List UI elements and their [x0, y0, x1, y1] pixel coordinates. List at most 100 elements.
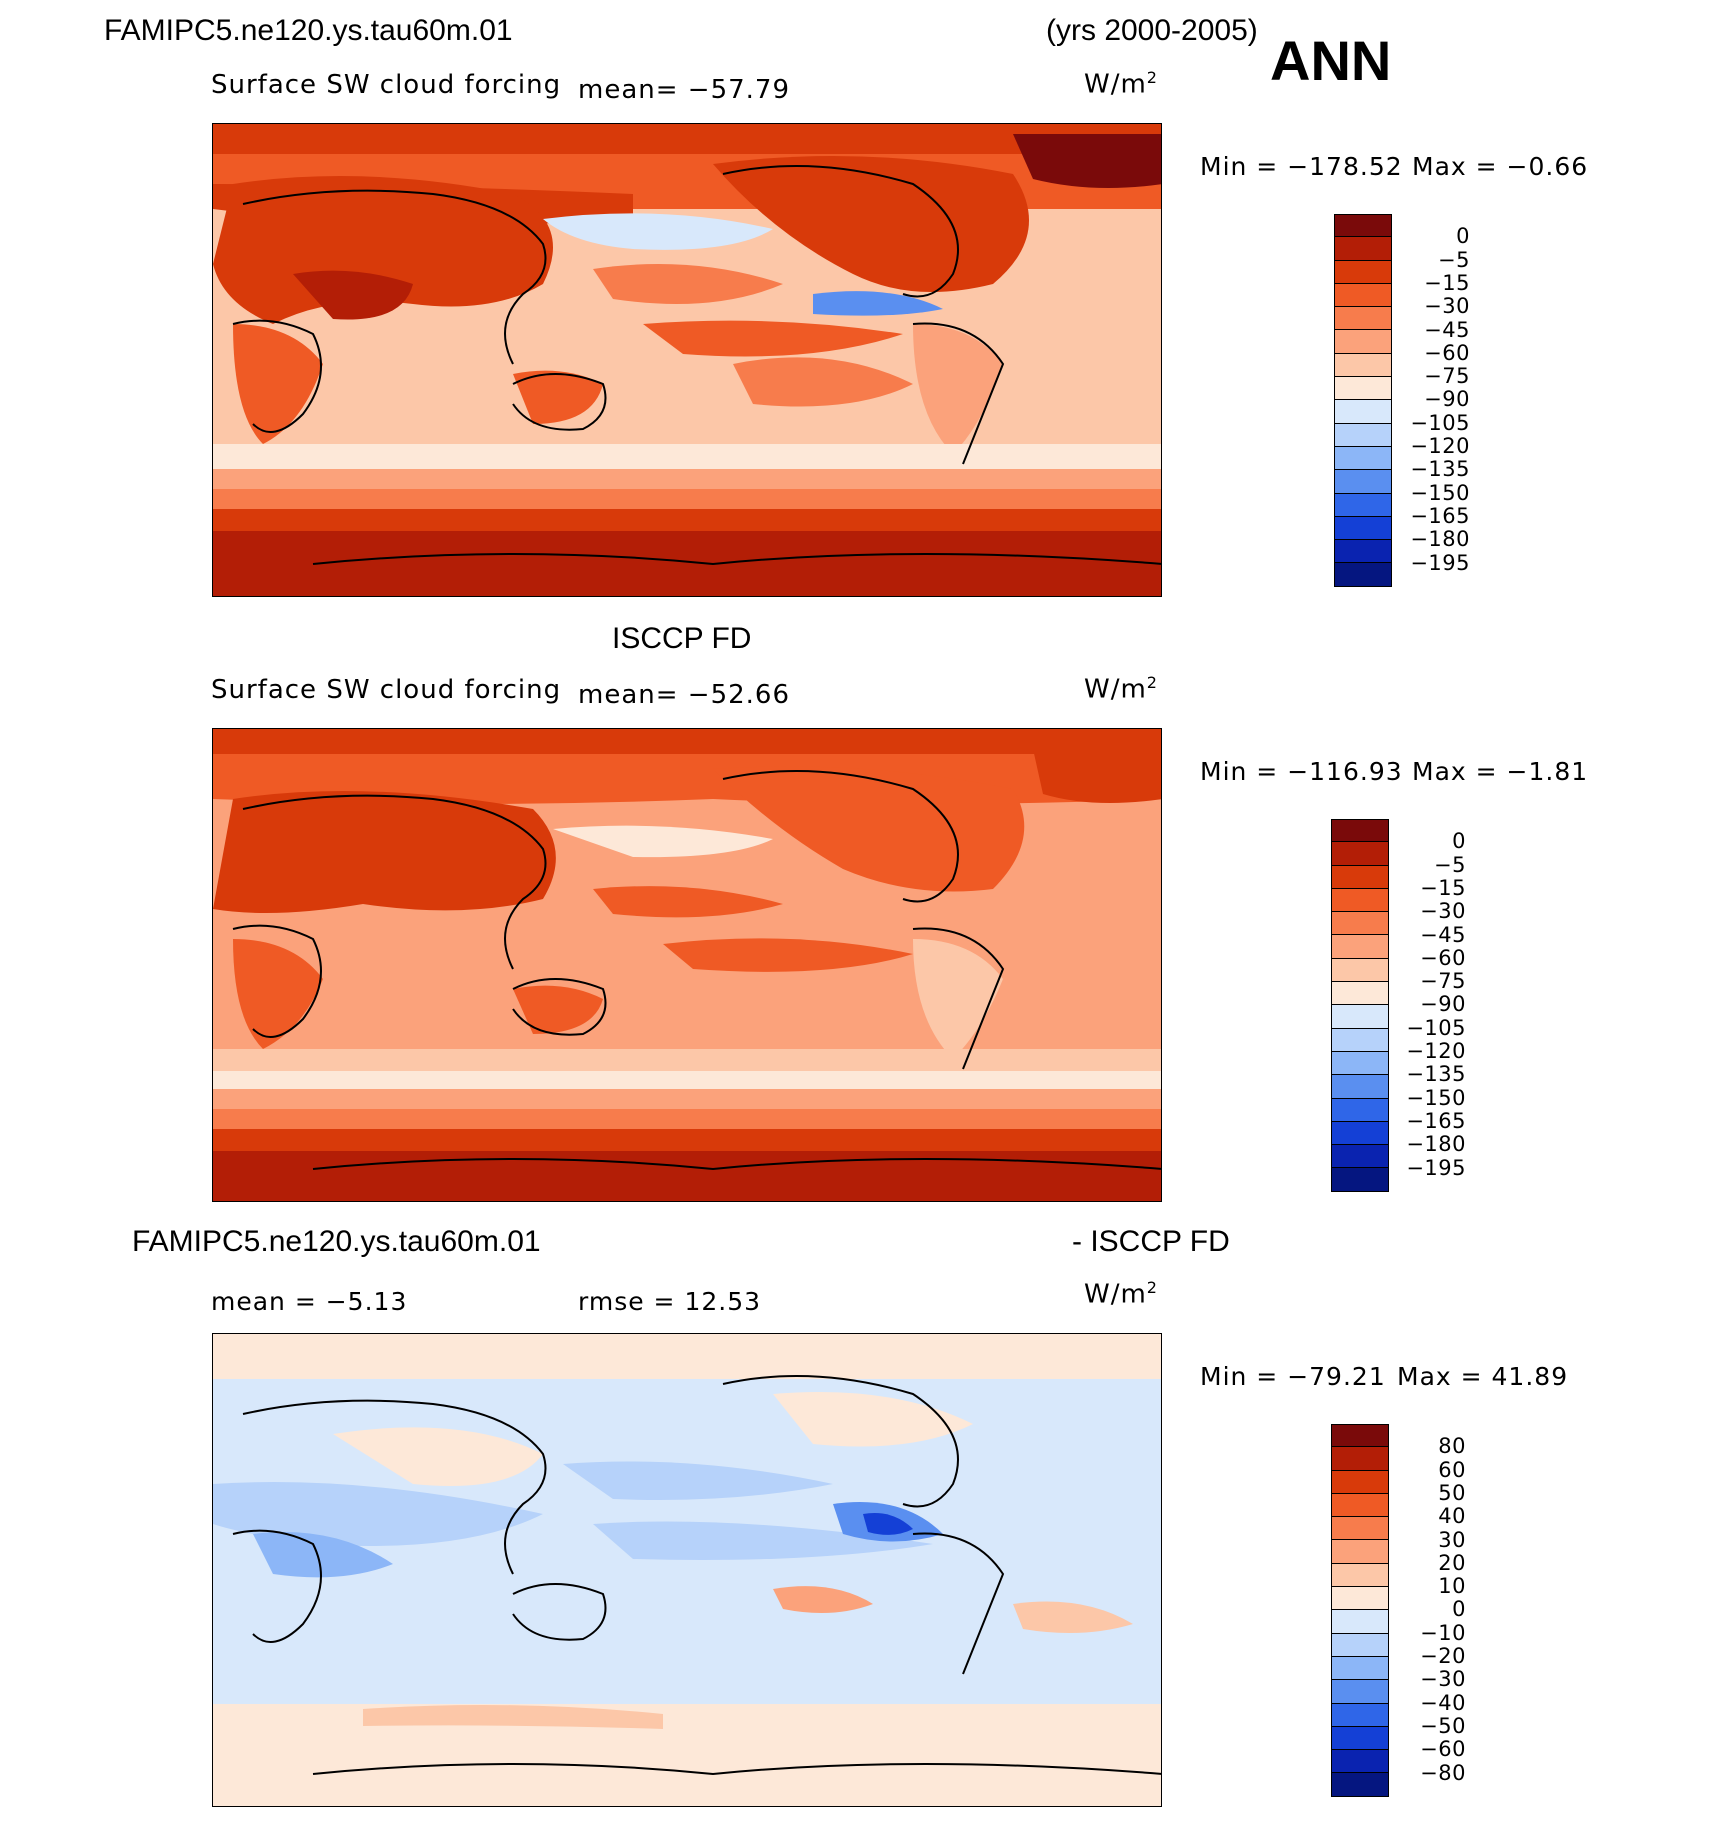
colorbar-swatch [1334, 423, 1392, 447]
colorbar-swatch [1334, 540, 1392, 564]
panel3-max: Max = 41.89 [1397, 1362, 1569, 1391]
panel2-variable: Surface SW cloud forcing [211, 675, 562, 705]
colorbar-swatch [1331, 1424, 1389, 1448]
colorbar-swatch [1334, 353, 1392, 378]
colorbar-swatch [1331, 1517, 1389, 1541]
colorbar-tick-label: 80 [1438, 1434, 1466, 1459]
colorbar-tick-label: −180 [1410, 527, 1470, 552]
colorbar-swatch [1334, 214, 1392, 238]
panel1-colorbar [1334, 214, 1392, 587]
colorbar-swatch [1334, 446, 1392, 471]
colorbar-swatch [1331, 912, 1389, 936]
years-label: (yrs 2000-2005) [1046, 14, 1258, 47]
colorbar-tick-label: −75 [1420, 969, 1466, 994]
colorbar-tick-label: −120 [1410, 434, 1470, 458]
colorbar-swatch [1334, 516, 1392, 541]
colorbar-swatch [1331, 1703, 1389, 1727]
colorbar-swatch [1334, 493, 1392, 517]
panel2-title: ISCCP FD [612, 622, 752, 655]
panel1-map [212, 123, 1162, 597]
panel2-units: W/m2 [1084, 673, 1158, 705]
colorbar-tick-label: −105 [1410, 410, 1470, 435]
panel1-mean: mean= −57.79 [578, 75, 791, 105]
colorbar-tick-label: −60 [1420, 945, 1466, 970]
colorbar-swatch [1331, 1610, 1389, 1634]
panel3-colorbar [1331, 1424, 1389, 1797]
colorbar-tick-label: −105 [1406, 1015, 1466, 1040]
colorbar-tick-label: −50 [1420, 1713, 1466, 1738]
colorbar-tick-label: −135 [1410, 457, 1470, 482]
colorbar-tick-label: −60 [1420, 1737, 1466, 1762]
colorbar-swatch [1331, 1168, 1389, 1192]
colorbar-tick-label: −30 [1420, 1667, 1466, 1692]
colorbar-swatch [1331, 1680, 1389, 1704]
colorbar-tick-label: −150 [1406, 1085, 1466, 1110]
colorbar-tick-label: 30 [1438, 1527, 1466, 1552]
panel2-map-svg [213, 729, 1161, 1201]
colorbar-swatch [1331, 819, 1389, 843]
colorbar-tick-label: −5 [1438, 247, 1470, 272]
colorbar-swatch [1331, 1633, 1389, 1657]
colorbar-swatch [1334, 470, 1392, 494]
colorbar-swatch [1334, 283, 1392, 308]
colorbar-swatch [1334, 260, 1392, 284]
colorbar-tick-label: −150 [1410, 480, 1470, 505]
colorbar-tick-label: −90 [1424, 387, 1470, 412]
colorbar-tick-label: 20 [1438, 1550, 1466, 1575]
panel3-mean: mean = −5.13 [211, 1287, 408, 1316]
panel3-units: W/m2 [1084, 1278, 1158, 1310]
colorbar-tick-label: 60 [1438, 1457, 1466, 1482]
panel3-map-svg [213, 1334, 1161, 1806]
panel2-min: Min = −116.93 [1200, 757, 1403, 786]
panel3-title-left: FAMIPC5.ne120.ys.tau60m.01 [132, 1225, 541, 1258]
colorbar-swatch [1331, 1447, 1389, 1471]
colorbar-swatch [1334, 400, 1392, 424]
colorbar-tick-label: 0 [1452, 1597, 1466, 1622]
panel3-min: Min = −79.21 [1200, 1362, 1386, 1391]
panel3-map [212, 1333, 1162, 1807]
colorbar-swatch [1331, 865, 1389, 889]
colorbar-tick-label: −5 [1434, 852, 1466, 877]
colorbar-swatch [1331, 1051, 1389, 1076]
colorbar-swatch [1331, 1145, 1389, 1169]
panel1-max: Max = −0.66 [1412, 152, 1589, 181]
colorbar-tick-label: −135 [1406, 1062, 1466, 1087]
colorbar-tick-label: 0 [1456, 224, 1470, 249]
colorbar-tick-label: −10 [1420, 1620, 1466, 1645]
panel3-title-right: - ISCCP FD [1072, 1225, 1230, 1258]
colorbar-swatch [1331, 1028, 1389, 1052]
colorbar-swatch [1331, 1656, 1389, 1681]
colorbar-swatch [1331, 888, 1389, 913]
colorbar-swatch [1331, 1750, 1389, 1774]
colorbar-tick-label: −45 [1424, 317, 1470, 342]
colorbar-swatch [1331, 982, 1389, 1006]
colorbar-swatch [1334, 237, 1392, 261]
colorbar-swatch [1334, 330, 1392, 354]
panel2-max: Max = −1.81 [1412, 757, 1589, 786]
colorbar-swatch [1334, 377, 1392, 401]
colorbar-tick-label: −165 [1410, 503, 1470, 528]
colorbar-tick-label: −195 [1410, 550, 1470, 575]
colorbar-tick-label: −40 [1420, 1690, 1466, 1715]
colorbar-swatch [1331, 935, 1389, 959]
colorbar-swatch [1331, 1726, 1389, 1751]
colorbar-tick-label: 10 [1438, 1574, 1466, 1599]
colorbar-swatch [1331, 1075, 1389, 1099]
colorbar-tick-label: 50 [1438, 1480, 1466, 1505]
panel3-rmse: rmse = 12.53 [578, 1287, 762, 1316]
colorbar-tick-label: 0 [1452, 829, 1466, 854]
colorbar-swatch [1331, 1121, 1389, 1146]
season-label: ANN [1270, 29, 1392, 92]
case-name: FAMIPC5.ne120.ys.tau60m.01 [104, 14, 513, 47]
panel1-units: W/m2 [1084, 68, 1158, 100]
colorbar-tick-label: −15 [1420, 875, 1466, 900]
colorbar-tick-label: −30 [1424, 294, 1470, 319]
colorbar-swatch [1331, 1773, 1389, 1797]
colorbar-tick-label: −15 [1424, 270, 1470, 295]
colorbar-tick-label: −60 [1424, 340, 1470, 365]
colorbar-tick-label: −165 [1406, 1108, 1466, 1133]
colorbar-swatch [1331, 842, 1389, 866]
panel2-mean: mean= −52.66 [578, 680, 791, 710]
colorbar-swatch [1334, 307, 1392, 331]
colorbar-swatch [1331, 1493, 1389, 1518]
